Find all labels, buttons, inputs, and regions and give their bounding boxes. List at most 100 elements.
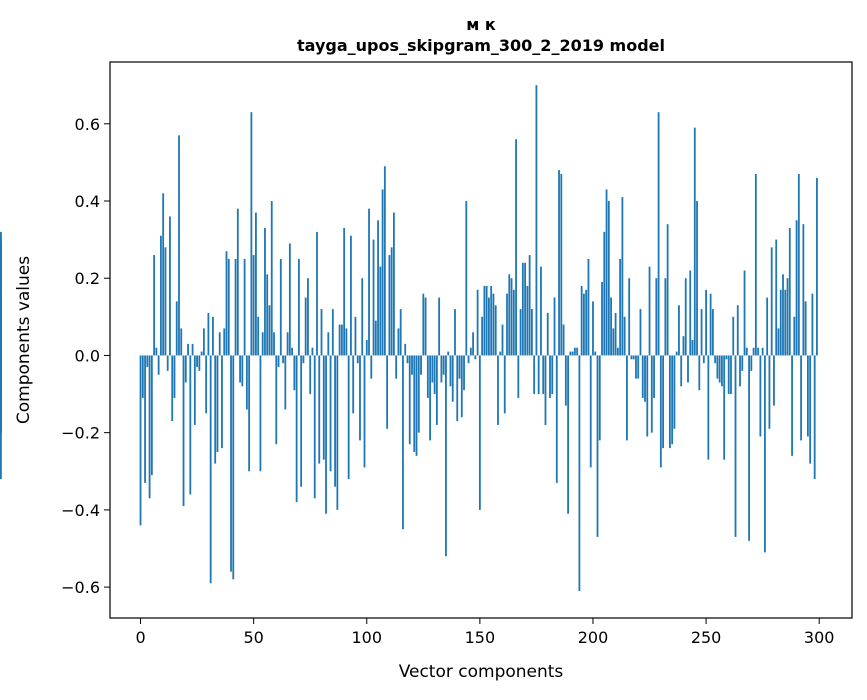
bar (569, 351, 572, 356)
bar (630, 355, 633, 360)
bar (334, 355, 336, 487)
bar (218, 332, 221, 356)
bar (196, 355, 198, 368)
bar (616, 347, 619, 356)
bar-series (0, 85, 818, 591)
x-axis-ticks: 0 50 100 150 200 250 300 (135, 618, 834, 647)
bar (180, 328, 183, 356)
bar (411, 355, 413, 375)
bar (497, 355, 499, 425)
bar (438, 297, 441, 356)
bar (768, 355, 771, 429)
bar (684, 278, 687, 356)
bar (666, 224, 669, 356)
bar (777, 328, 780, 356)
bar (664, 278, 667, 356)
bar (297, 258, 300, 356)
bar (469, 347, 472, 356)
bar (420, 355, 422, 375)
bar (761, 347, 764, 356)
bar (687, 355, 689, 383)
bar (236, 208, 239, 356)
bar (377, 220, 379, 356)
bar (458, 355, 461, 379)
bar (786, 278, 789, 356)
bar (793, 316, 796, 356)
bar (485, 285, 488, 356)
bar (639, 309, 642, 356)
bar (745, 347, 748, 356)
bar (0, 355, 2, 433)
bar (641, 355, 644, 398)
bar (680, 355, 683, 387)
bar (700, 309, 703, 356)
bar (250, 112, 253, 356)
bar (716, 355, 719, 379)
bar (578, 355, 581, 591)
bar (662, 355, 665, 449)
bar (159, 235, 162, 356)
bar (515, 139, 517, 356)
bar (0, 285, 2, 356)
x-tick-label: 250 (691, 628, 722, 647)
bar (659, 355, 662, 468)
bar (519, 309, 522, 356)
bar (0, 355, 2, 387)
bar (603, 231, 606, 356)
bar (379, 266, 382, 356)
bar (445, 355, 447, 557)
bar (702, 355, 705, 364)
bar (189, 355, 192, 495)
bar (383, 166, 386, 356)
chart-title-line-1: м к (466, 15, 496, 34)
bar (512, 289, 515, 356)
bar (696, 201, 698, 356)
bar (304, 297, 307, 356)
bar (157, 355, 160, 375)
bar (474, 355, 477, 360)
bar (169, 216, 171, 356)
bar (234, 258, 237, 356)
bar (775, 239, 778, 356)
bar (252, 255, 255, 356)
bar (739, 355, 741, 387)
bar (503, 355, 506, 414)
bar (551, 355, 554, 395)
bar (239, 355, 241, 383)
bar (370, 355, 373, 379)
bar (626, 355, 628, 441)
bar (754, 173, 757, 356)
x-tick-label: 300 (804, 628, 835, 647)
bar (182, 355, 185, 507)
bar (506, 293, 508, 356)
bar (257, 316, 260, 356)
bar (331, 309, 334, 356)
bar (804, 301, 807, 356)
y-tick-label: 0.4 (75, 192, 100, 211)
plot-area-frame (109, 61, 853, 619)
bar (782, 274, 784, 356)
bar (791, 355, 793, 456)
bar (601, 282, 603, 356)
bar (619, 258, 622, 356)
bar (288, 243, 291, 356)
bar (350, 235, 352, 356)
bar (650, 355, 653, 433)
bar (750, 355, 753, 371)
bar (499, 351, 502, 356)
bar (718, 355, 721, 383)
bar (671, 355, 674, 445)
bar (221, 355, 223, 449)
bar (0, 355, 2, 364)
bar (365, 340, 368, 356)
bar (343, 228, 346, 356)
bar (141, 355, 144, 398)
bar (693, 127, 696, 356)
bar (429, 355, 432, 441)
bar (386, 355, 389, 429)
y-axis-ticks: −0.6 −0.4 −0.2 0.0 0.2 0.4 0.6 (61, 115, 110, 597)
chart-title-line-2: tayga_upos_skipgram_300_2_2019 model (297, 36, 665, 55)
bar (300, 355, 303, 487)
bar (320, 309, 323, 356)
